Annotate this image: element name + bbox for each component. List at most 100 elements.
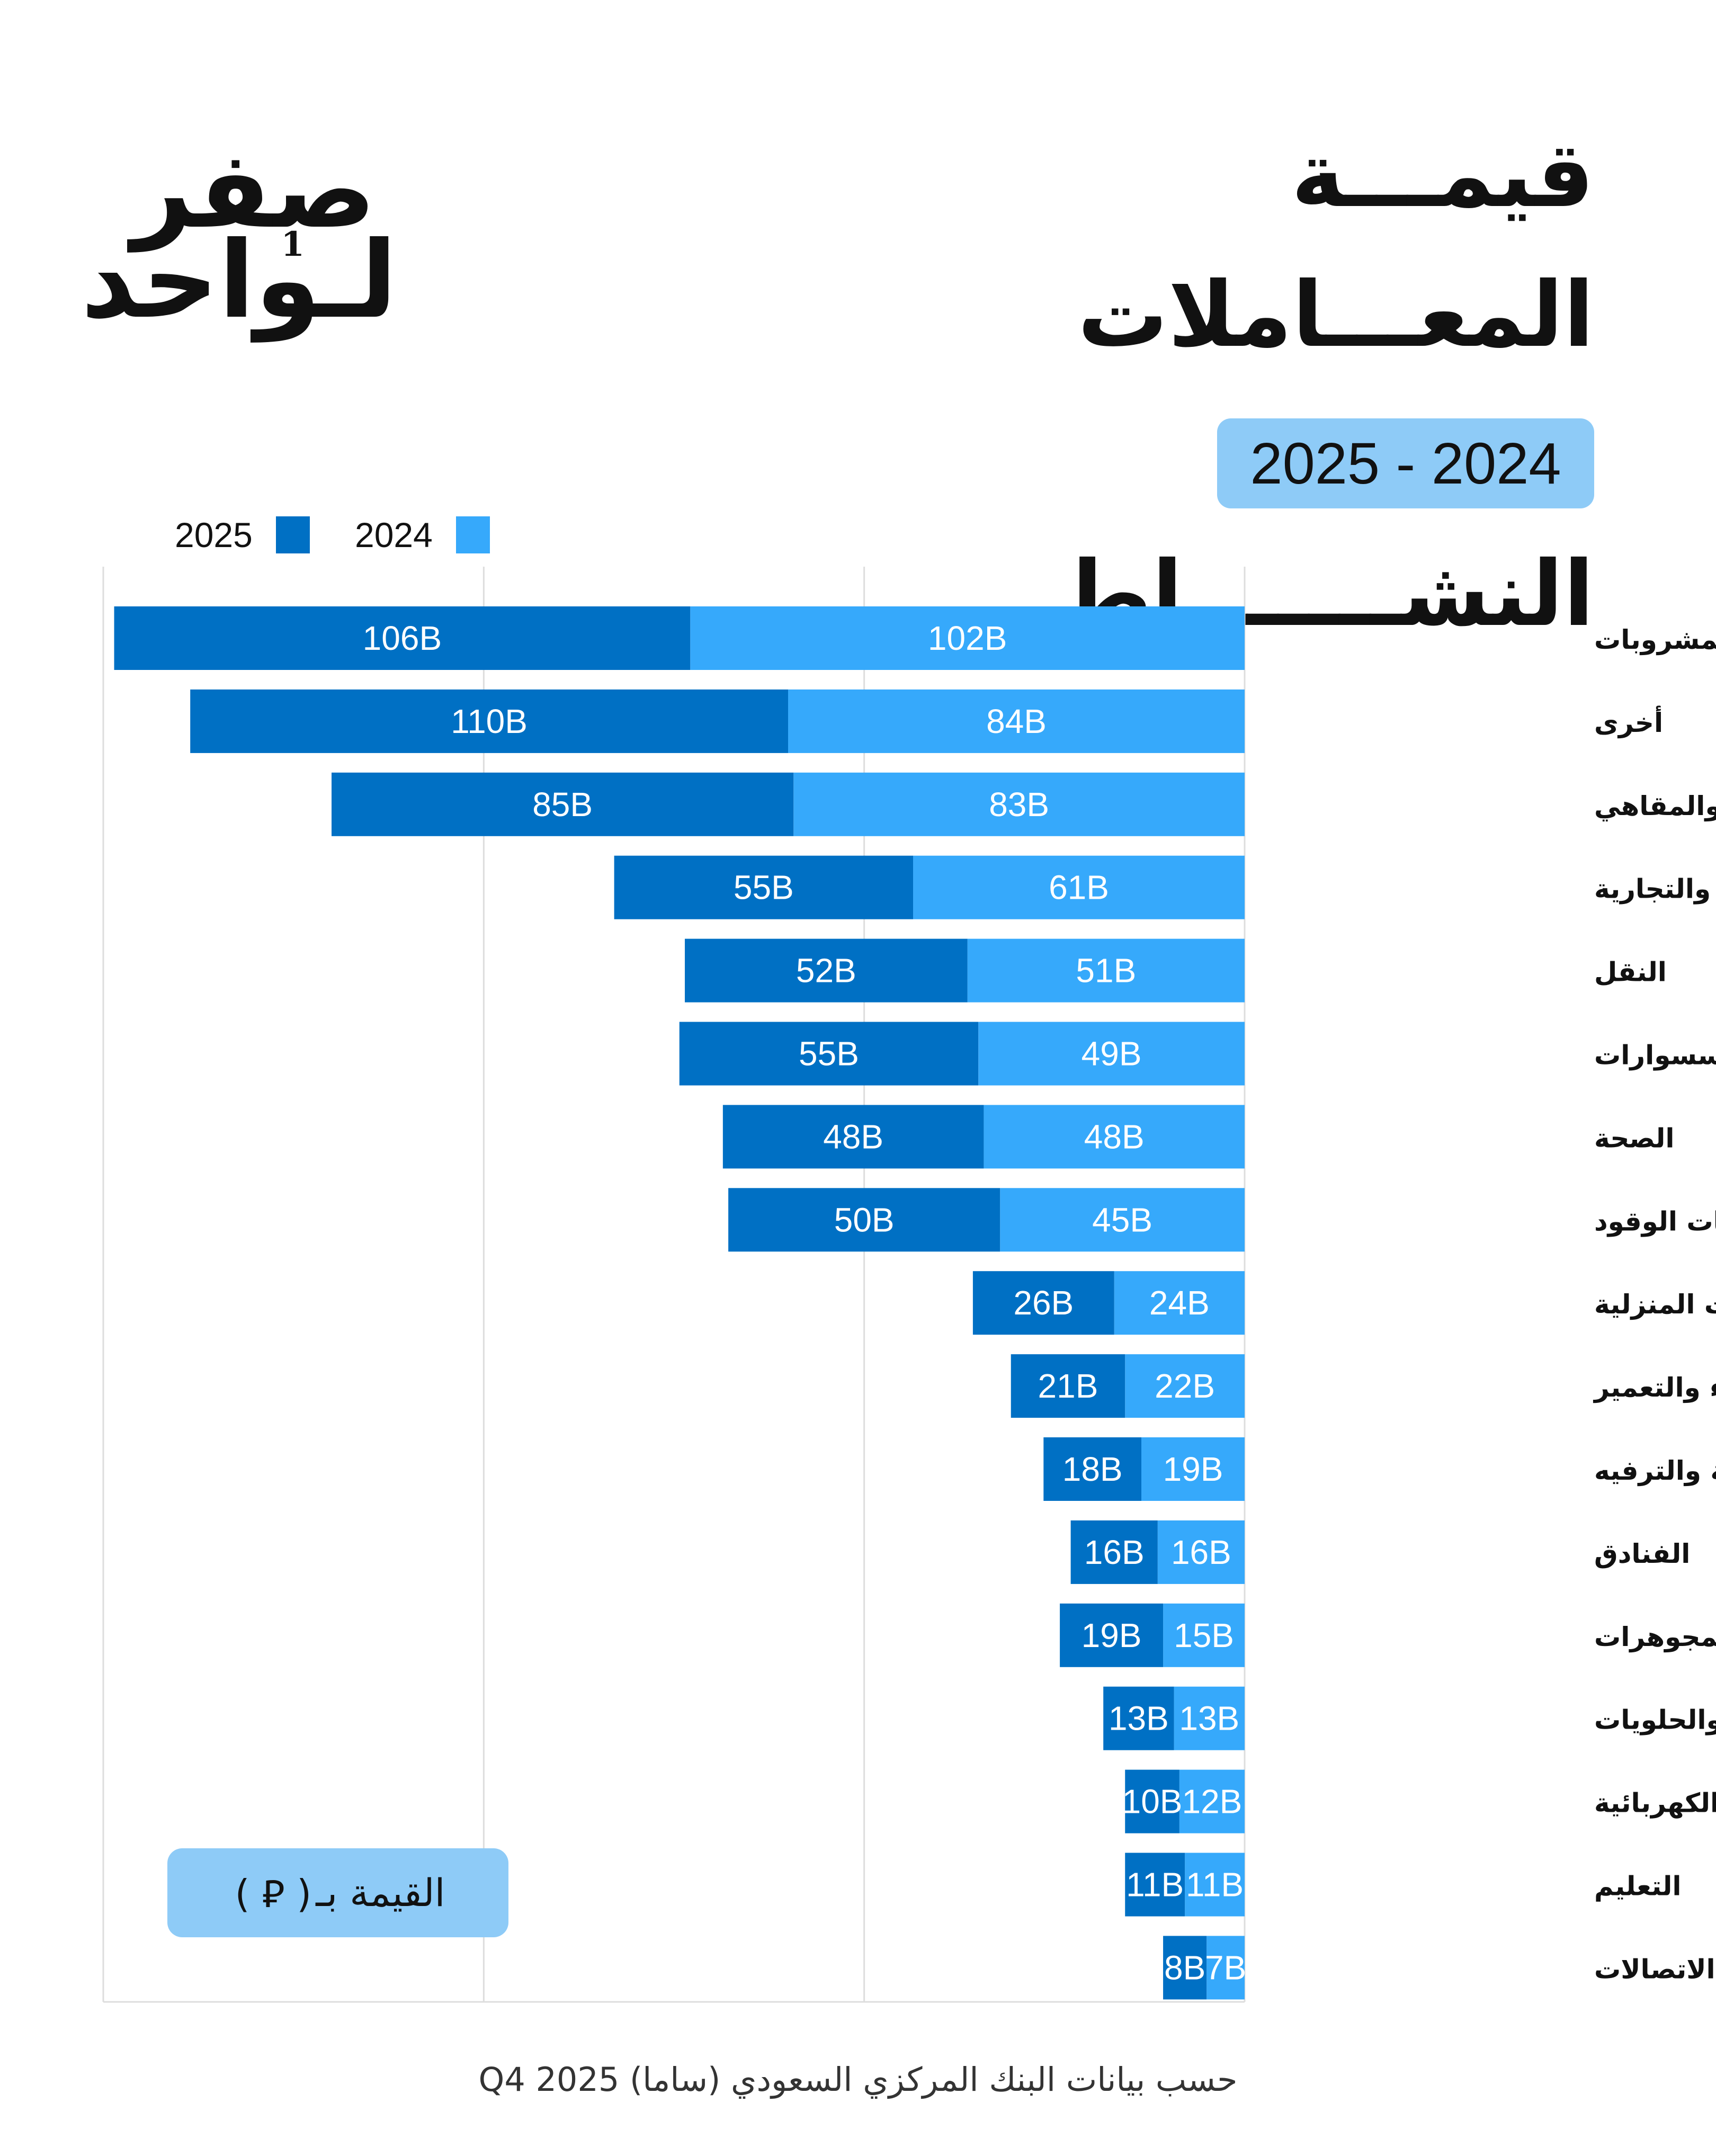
bar-2024: [1114, 1271, 1245, 1335]
data-label-2025: 106B: [363, 619, 442, 657]
data-label-2024: 13B: [1179, 1699, 1239, 1738]
bar-2024: [1000, 1188, 1245, 1252]
category-label: الفنادق: [1594, 1538, 1690, 1569]
data-label-2025: 55B: [799, 1035, 859, 1073]
category-label: الأطعمة والمشروبات: [1594, 623, 1716, 656]
bar-2025: [1103, 1686, 1174, 1750]
bar-2025: [728, 1188, 1000, 1252]
legend-swatch-2024: [455, 516, 490, 553]
bar-2024: [1141, 1437, 1245, 1501]
category-label: الصحة: [1594, 1123, 1675, 1153]
category-label: النقل: [1594, 957, 1667, 988]
category-label: الملبوسات والإكسسوارات: [1594, 1040, 1716, 1071]
period-badge: 2025 - 2024: [1217, 418, 1594, 508]
bar-2024: [788, 689, 1245, 753]
bar-2024: [984, 1105, 1245, 1169]
bar-2024: [1185, 1853, 1245, 1917]
category-label: المجوهرات: [1594, 1622, 1716, 1653]
legend-item-2025: 2025: [175, 514, 310, 556]
category-label: المخبوزات والحلويات: [1594, 1705, 1716, 1736]
data-label-2025: 50B: [834, 1201, 895, 1239]
data-label-2025: 26B: [1013, 1284, 1074, 1322]
data-label-2025: 16B: [1084, 1533, 1145, 1571]
bar-2025: [114, 606, 691, 670]
data-label-2024: 49B: [1082, 1035, 1142, 1073]
bar-2025: [722, 1105, 984, 1169]
bar-2024: [978, 1022, 1245, 1086]
bar-2024: [793, 772, 1245, 836]
bar-2025: [679, 1022, 979, 1086]
data-label-2024: 61B: [1049, 869, 1109, 907]
data-label-2025: 48B: [823, 1117, 883, 1156]
category-label: التعليم: [1594, 1871, 1682, 1902]
bar-2024: [1206, 1936, 1245, 2000]
category-label: أخرى: [1594, 705, 1663, 739]
category-label: الثقافة والترفيه: [1594, 1455, 1716, 1487]
bar-2025: [1070, 1520, 1158, 1584]
legend-swatch-2025: [275, 516, 310, 553]
category-label: محطات الوقود: [1594, 1206, 1716, 1237]
data-label-2025: 21B: [1038, 1367, 1098, 1405]
logo-line-1: صفر: [131, 129, 376, 252]
bar-2025: [190, 689, 789, 753]
data-label-2024: 48B: [1084, 1117, 1145, 1156]
data-label-2024: 12B: [1182, 1783, 1242, 1821]
unit-badge: القيمة بـ ( ⃁ ): [167, 1848, 508, 1937]
bar-2025: [1011, 1354, 1125, 1418]
bar-2024: [1174, 1686, 1245, 1750]
data-label-2025: 85B: [532, 785, 593, 824]
data-label-2024: 7B: [1205, 1948, 1246, 1987]
data-label-2024: 51B: [1076, 952, 1136, 990]
bar-2024: [1179, 1769, 1245, 1833]
bar-2025: [972, 1271, 1114, 1335]
logo-digit: 1: [281, 225, 305, 264]
legend-item-2024: 2024: [355, 514, 490, 556]
category-label: مواد البناء والتعمير: [1593, 1372, 1716, 1403]
bar-2025: [614, 855, 914, 919]
bar-2025: [1060, 1603, 1164, 1667]
data-label-2024: 83B: [989, 785, 1049, 824]
data-label-2024: 16B: [1171, 1533, 1231, 1571]
bar-2024: [1163, 1603, 1245, 1667]
legend-label-2024: 2024: [355, 515, 433, 554]
data-label-2025: 13B: [1109, 1699, 1169, 1738]
category-label: الاتصالات: [1594, 1954, 1715, 1984]
title-line-1: قيمـــة المعـــاملات: [1077, 123, 1594, 368]
bar-2024: [967, 938, 1245, 1003]
logo-line-2: لـواحد: [81, 219, 397, 342]
category-label: الخدمات المهنية والتجارية: [1594, 874, 1716, 905]
data-label-2025: 8B: [1164, 1948, 1205, 1987]
bar-2025: [685, 938, 968, 1003]
bar-2025: [1163, 1936, 1207, 2000]
bar-2025: [1125, 1853, 1185, 1917]
brand-logo: صفر 1 لـواحد: [81, 129, 397, 360]
bar-2024: [690, 606, 1245, 670]
data-label-2024: 45B: [1092, 1201, 1152, 1239]
data-label-2025: 18B: [1062, 1450, 1123, 1488]
data-label-2024: 15B: [1174, 1616, 1234, 1654]
data-label-2024: 84B: [986, 702, 1047, 740]
legend-label-2025: 2025: [175, 515, 253, 554]
unit-label: القيمة بـ: [316, 1871, 445, 1915]
category-label: المطاعم والمقاهي: [1594, 791, 1716, 822]
category-label: الأثاث والمستلزمات المنزلية: [1594, 1288, 1716, 1320]
source-note: حسب بيانات البنك المركزي السعودي (ساما) …: [478, 2060, 1238, 2099]
data-label-2025: 52B: [796, 952, 856, 990]
bar-2025: [1043, 1437, 1142, 1501]
bar-2024: [913, 855, 1245, 919]
data-label-2025: 19B: [1082, 1616, 1142, 1654]
data-label-2025: 110B: [451, 702, 528, 740]
category-label: الأجهزة الإلكترونية والكهربائية: [1594, 1787, 1716, 1819]
data-label-2025: 11B: [1126, 1866, 1184, 1904]
data-label-2024: 19B: [1163, 1450, 1223, 1488]
data-label-2025: 55B: [734, 869, 794, 907]
data-label-2025: 10B: [1122, 1783, 1183, 1821]
data-label-2024: 102B: [928, 619, 1007, 657]
bar-2024: [1157, 1520, 1245, 1584]
data-label-2024: 22B: [1155, 1367, 1215, 1405]
data-label-2024: 24B: [1149, 1284, 1210, 1322]
bar-2025: [332, 772, 794, 836]
riyal-symbol-icon: ( ⃁ ): [235, 1871, 312, 1916]
data-label-2024: 11B: [1186, 1866, 1244, 1904]
